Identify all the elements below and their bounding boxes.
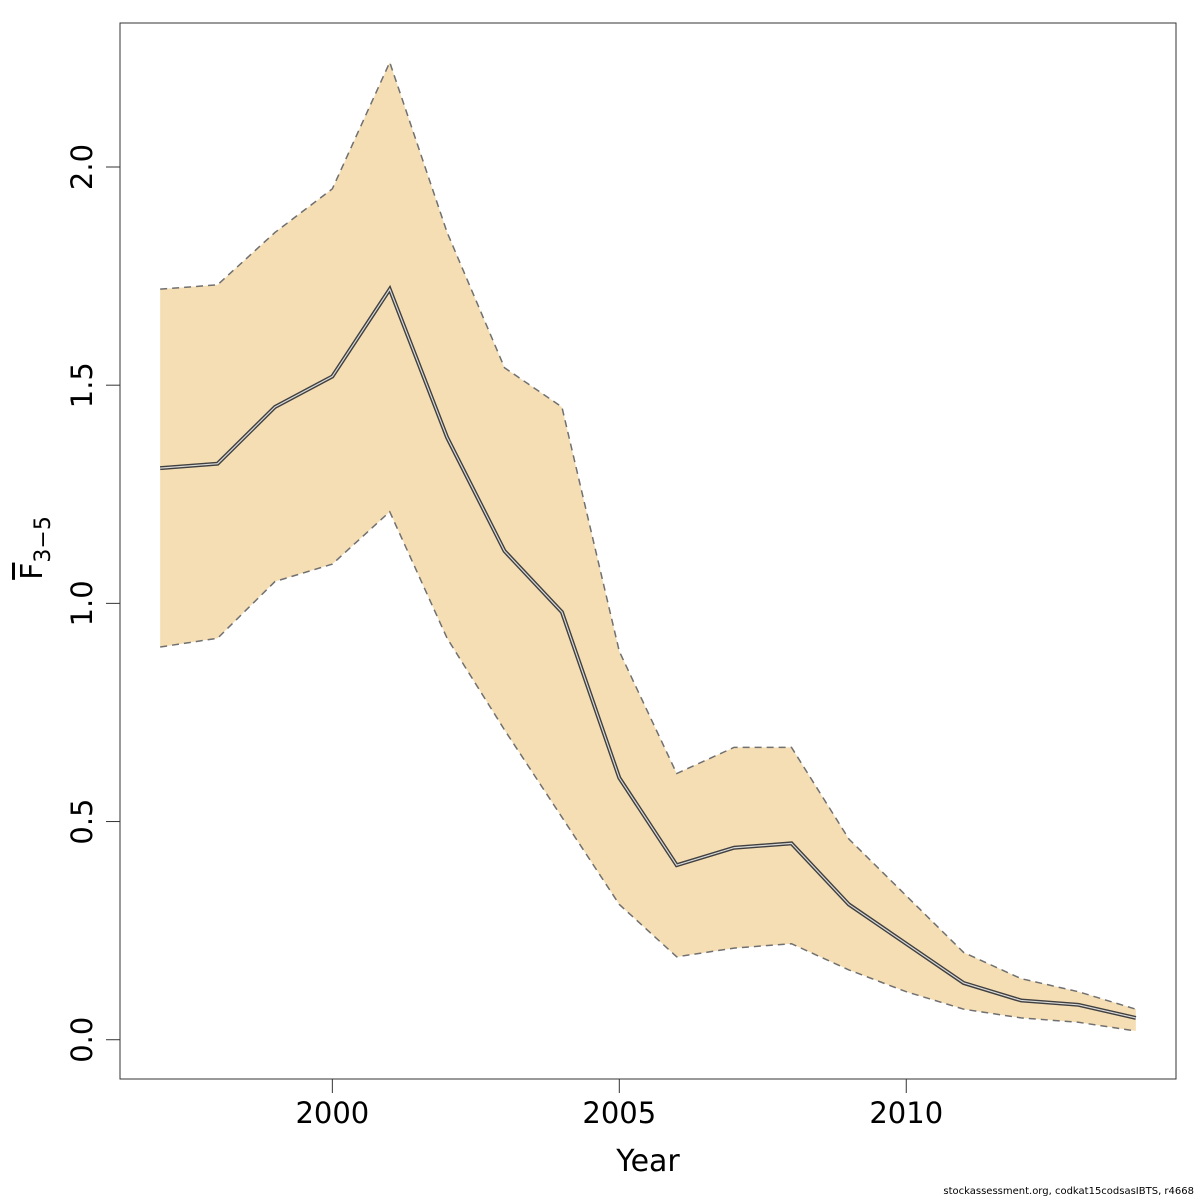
- confidence-band: [160, 62, 1136, 1032]
- y-axis-title: F3−5: [15, 516, 56, 580]
- y-axis-title-main: F: [15, 563, 50, 580]
- series-line-layer: [160, 60, 1137, 1032]
- x-axis-title: Year: [615, 1144, 680, 1179]
- x-axis: 2000 2005 2010: [295, 1078, 943, 1130]
- estimate-line: [160, 287, 1136, 1019]
- footer-source-text: stockassessment.org, codkat15codsasIBTS,…: [943, 1186, 1194, 1197]
- y-tick-label: 1.0: [65, 580, 99, 626]
- confidence-band-layer: [160, 62, 1136, 1032]
- y-tick-label: 0.5: [65, 798, 99, 844]
- lower-bound-line: [160, 510, 1136, 1032]
- x-tick-label: 2010: [869, 1096, 943, 1130]
- y-axis: 0.0 0.5 1.0 1.5 2.0: [65, 144, 121, 1063]
- y-tick-label: 1.5: [65, 362, 99, 408]
- y-tick-label: 2.0: [65, 144, 99, 190]
- upper-bound-line: [160, 60, 1137, 1010]
- x-tick-label: 2000: [295, 1096, 369, 1130]
- svg-text:F3−5: F3−5: [15, 516, 56, 580]
- y-tick-label: 0.0: [65, 1017, 99, 1063]
- y-axis-title-subscript: 3−5: [31, 516, 56, 562]
- x-tick-label: 2005: [582, 1096, 656, 1130]
